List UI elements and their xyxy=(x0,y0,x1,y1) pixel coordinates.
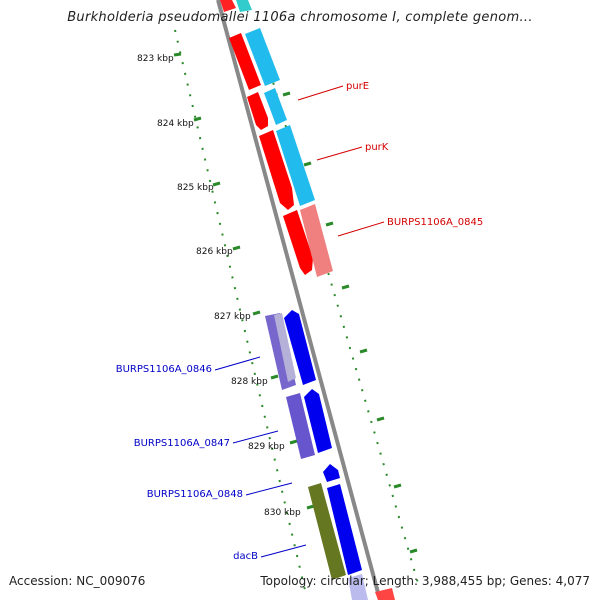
scale-tick xyxy=(306,504,315,510)
gene-label-BURPS1106A_0845[interactable]: BURPS1106A_0845 xyxy=(387,217,483,228)
reverse-genes xyxy=(265,310,395,600)
scale-ticks xyxy=(173,52,315,510)
leader-BURPS1106A_0845 xyxy=(337,221,385,237)
scale-label: 826 kbp xyxy=(196,247,233,257)
gene-BURPS1106A_0847-cog[interactable] xyxy=(286,393,315,459)
gene-bottom-partial-light[interactable] xyxy=(348,574,368,600)
gene-BURPS1106A_0845[interactable] xyxy=(283,210,313,275)
gc-right-tick xyxy=(325,221,334,227)
scale-label: 830 kbp xyxy=(264,508,301,518)
gene-BURPS1106A_0847[interactable] xyxy=(304,389,332,453)
accession-text: Accession: NC_009076 xyxy=(9,574,146,588)
gene-red-1[interactable] xyxy=(229,33,261,90)
gc-right-tick xyxy=(282,91,291,97)
leader-purE xyxy=(297,85,344,101)
scale-label: 827 kbp xyxy=(214,312,251,322)
gene-purK[interactable] xyxy=(259,130,294,210)
gc-right-tick xyxy=(393,483,402,489)
gene-label-dacB[interactable]: dacB xyxy=(233,551,258,562)
gc-dotted-lines xyxy=(174,29,421,591)
scale-tick xyxy=(289,439,298,445)
scale-label: 825 kbp xyxy=(177,183,214,193)
gc-right-ticks xyxy=(282,91,418,554)
gene-top-partial-red[interactable] xyxy=(220,0,236,12)
scale-label: 824 kbp xyxy=(157,119,194,129)
leader-purK xyxy=(316,146,363,161)
map-title: Burkholderia pseudomallei 1106a chromoso… xyxy=(67,10,533,25)
scale-labels: 823 kbp 824 kbp 825 kbp 826 kbp 827 kbp … xyxy=(137,54,301,518)
gc-right-tick xyxy=(409,548,418,554)
leader-BURPS1106A_0848 xyxy=(245,482,293,496)
scale-tick xyxy=(212,181,221,187)
scale-tick xyxy=(270,374,279,380)
gene-label-purE[interactable]: purE xyxy=(346,81,369,92)
gene-label-BURPS1106A_0847[interactable]: BURPS1106A_0847 xyxy=(134,438,230,449)
gene-label-purK[interactable]: purK xyxy=(365,142,389,153)
scale-tick xyxy=(232,245,241,251)
gc-right-tick xyxy=(359,348,368,354)
gene-BURPS1106A_0848[interactable] xyxy=(323,464,340,482)
gc-line-right xyxy=(257,29,421,591)
leader-dacB xyxy=(260,544,307,558)
gene-purE-cog[interactable] xyxy=(264,88,287,125)
gene-purK-cog[interactable] xyxy=(276,125,315,206)
scale-tick xyxy=(173,52,182,57)
gene-BURPS1106A_0845-cog[interactable] xyxy=(300,204,333,277)
gene-label-BURPS1106A_0848[interactable]: BURPS1106A_0848 xyxy=(147,489,243,500)
gc-right-tick xyxy=(376,416,385,422)
scale-tick xyxy=(193,116,202,122)
leader-BURPS1106A_0846 xyxy=(214,356,261,371)
leader-BURPS1106A_0847 xyxy=(232,430,279,444)
gc-right-tick xyxy=(303,161,312,167)
gene-cyan-1[interactable] xyxy=(245,28,280,86)
gene-label-BURPS1106A_0846[interactable]: BURPS1106A_0846 xyxy=(116,364,212,375)
gene-BURPS1106A_0846-cog-light[interactable] xyxy=(274,313,296,382)
genome-backbone xyxy=(216,0,382,600)
scale-label: 829 kbp xyxy=(248,442,285,452)
gene-labels: purE purK BURPS1106A_0845 BURPS1106A_084… xyxy=(116,81,484,562)
forward-genes xyxy=(220,0,333,277)
gene-dacB-cog[interactable] xyxy=(308,483,346,580)
scale-label: 823 kbp xyxy=(137,54,174,64)
gene-purE[interactable] xyxy=(247,92,268,130)
scale-label: 828 kbp xyxy=(231,377,268,387)
gene-BURPS1106A_0846[interactable] xyxy=(284,310,316,385)
scale-tick xyxy=(252,310,261,316)
gene-dacB[interactable] xyxy=(327,484,362,575)
genome-stats-text: Topology: circular; Length: 3,988,455 bp… xyxy=(260,574,590,588)
gene-bottom-partial-red[interactable] xyxy=(375,588,395,600)
gc-line-left xyxy=(174,29,306,591)
label-leaders xyxy=(214,85,385,558)
gc-right-tick xyxy=(341,284,350,290)
gene-top-partial-cyan[interactable] xyxy=(236,0,252,12)
